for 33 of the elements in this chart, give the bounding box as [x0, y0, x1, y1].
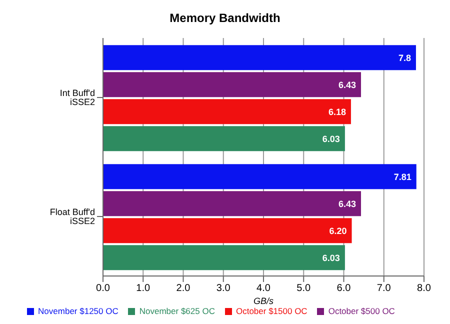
data-label: 7.81 — [394, 172, 412, 182]
legend-label: October $500 OC — [328, 306, 395, 316]
x-tick-label: 7.0 — [376, 283, 392, 294]
data-label: 6.03 — [322, 252, 340, 263]
bar — [103, 191, 362, 216]
legend-label: October $1500 OC — [236, 306, 308, 316]
bar — [103, 218, 352, 244]
data-label: 6.43 — [338, 198, 356, 209]
x-tick-label: 8.0 — [417, 283, 432, 294]
x-tick-label: 2.0 — [176, 283, 191, 294]
x-tick-label: 5.0 — [296, 283, 312, 294]
data-label: 7.8 — [398, 52, 411, 63]
bar — [103, 164, 416, 190]
data-label: 6.03 — [322, 134, 340, 144]
legend-label: November $625 OC — [139, 306, 215, 316]
x-axis-title: GB/s — [253, 296, 274, 306]
legend-label: November $1250 OC — [38, 306, 118, 316]
x-tick-label: 6.0 — [336, 283, 352, 294]
bar — [103, 126, 345, 152]
bar — [103, 72, 362, 98]
data-label: 6.43 — [338, 80, 356, 90]
data-label: 6.20 — [329, 226, 347, 236]
x-tick-label: 3.0 — [216, 283, 231, 294]
data-label: 6.18 — [328, 106, 346, 117]
bar — [103, 99, 351, 124]
chart-title: Memory Bandwidth — [168, 10, 282, 27]
x-tick-label: 1.0 — [136, 283, 151, 294]
y-tick-label: Int Buff'd iSSE2 — [60, 88, 95, 108]
bar — [103, 245, 345, 270]
x-tick-label: 4.0 — [256, 283, 271, 294]
x-tick-label: 0.0 — [96, 283, 110, 294]
bar — [103, 45, 416, 70]
y-tick-label: Float Buff'd iSSE2 — [50, 207, 95, 226]
